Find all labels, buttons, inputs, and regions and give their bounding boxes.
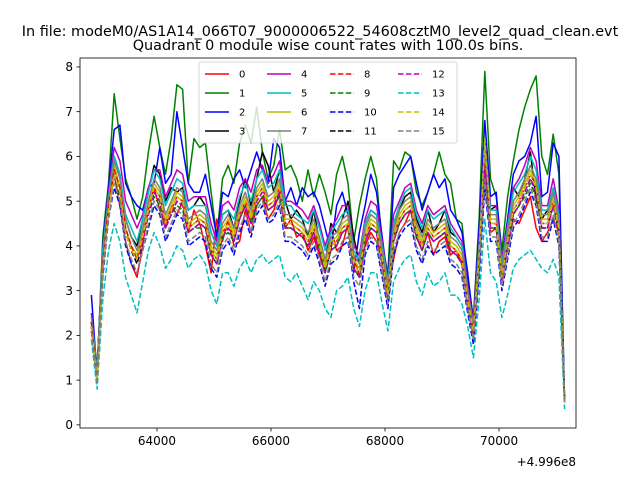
y-tick-label: 7 xyxy=(65,105,73,119)
legend-label-11: 11 xyxy=(364,127,377,138)
legend-label-4: 4 xyxy=(301,70,307,81)
series-line-15 xyxy=(90,178,566,403)
legend-label-0: 0 xyxy=(239,70,245,81)
y-tick-label: 6 xyxy=(65,150,73,164)
chart-title: Quadrant 0 module wise count rates with … xyxy=(133,38,524,54)
y-tick-label: 4 xyxy=(65,239,73,253)
x-tick-label: 68000 xyxy=(366,434,404,448)
legend-label-1: 1 xyxy=(239,89,245,100)
series-line-1 xyxy=(90,70,566,403)
axes-frame xyxy=(79,57,577,429)
x-tick-label: 70000 xyxy=(480,434,518,448)
series-layer xyxy=(90,70,566,410)
legend-label-14: 14 xyxy=(432,108,445,119)
x-tick-label: 66000 xyxy=(252,434,290,448)
series-line-7 xyxy=(90,155,566,403)
series-line-12 xyxy=(90,169,566,403)
y-tick-label: 2 xyxy=(65,329,73,343)
legend-label-2: 2 xyxy=(239,108,245,119)
y-tick-label: 0 xyxy=(65,418,73,432)
series-line-13 xyxy=(90,218,566,410)
figure-suptitle: In file: modeM0/AS1A14_066T07_9000006522… xyxy=(22,24,619,40)
legend-label-3: 3 xyxy=(239,127,245,138)
x-tick-label: 64000 xyxy=(138,434,176,448)
legend-label-15: 15 xyxy=(432,127,445,138)
y-tick-label: 1 xyxy=(65,373,73,387)
legend-label-7: 7 xyxy=(301,127,307,138)
legend-label-13: 13 xyxy=(432,89,445,100)
legend-label-10: 10 xyxy=(364,108,377,119)
legend-label-5: 5 xyxy=(301,89,307,100)
legend-label-9: 9 xyxy=(364,89,370,100)
series-line-10 xyxy=(90,186,566,403)
y-tick-label: 3 xyxy=(65,284,73,298)
series-line-8 xyxy=(90,164,566,403)
legend-label-12: 12 xyxy=(432,70,445,81)
y-tick-label: 5 xyxy=(65,194,73,208)
legend-frame xyxy=(198,61,458,144)
series-line-14 xyxy=(90,137,566,403)
y-tick-label: 8 xyxy=(65,60,73,74)
legend-label-8: 8 xyxy=(364,70,370,81)
legend-label-6: 6 xyxy=(301,108,307,119)
x-offset-label: +4.996e8 xyxy=(517,455,576,469)
